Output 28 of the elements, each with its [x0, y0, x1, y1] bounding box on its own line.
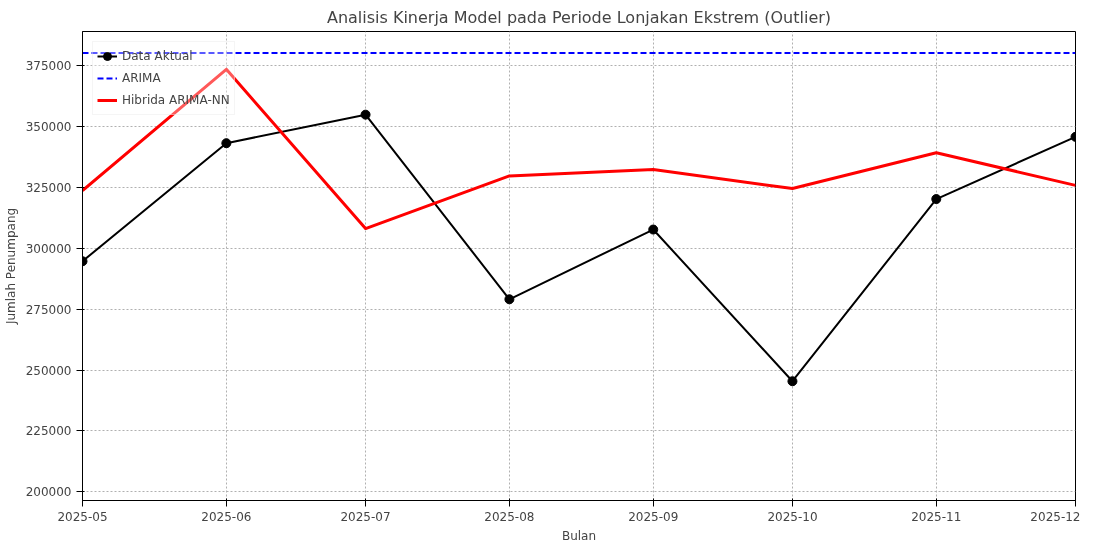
point	[221, 138, 232, 149]
point	[787, 376, 798, 387]
x-tick-label: 2025-09	[628, 509, 679, 524]
x-tick-label: 2025-06	[201, 509, 252, 524]
line-series	[82, 67, 1076, 231]
y-tick-label: 275000	[25, 302, 72, 317]
legend-label: Data Aktual	[122, 49, 193, 63]
x-tick-label: 2025-07	[340, 509, 391, 524]
y-axis-title: Jumlah Penumpang	[3, 207, 18, 326]
x-tick-label: 2025-10	[767, 509, 818, 524]
legend-label: ARIMA	[122, 71, 161, 85]
y-tick-label: 375000	[25, 58, 72, 73]
point	[931, 194, 942, 205]
x-tick-label: 2025-12	[1030, 509, 1081, 524]
point	[648, 224, 659, 235]
y-tick-label: 250000	[25, 363, 72, 378]
point	[504, 294, 515, 305]
y-tick-label: 350000	[25, 119, 72, 134]
x-axis-title: Bulan	[561, 528, 597, 543]
x-tick-label: 2025-11	[911, 509, 962, 524]
y-tick-label: 300000	[25, 241, 72, 256]
y-tick-label: 325000	[25, 180, 72, 195]
x-tick-label: 2025-05	[57, 509, 108, 524]
point	[360, 109, 371, 120]
x-tick-label: 2025-08	[484, 509, 535, 524]
y-tick-label: 225000	[25, 424, 72, 439]
chart-title: Analisis Kinerja Model pada Periode Lonjakan Ekstrem (Outlier)	[326, 7, 832, 27]
y-tick-label: 200000	[25, 485, 72, 500]
